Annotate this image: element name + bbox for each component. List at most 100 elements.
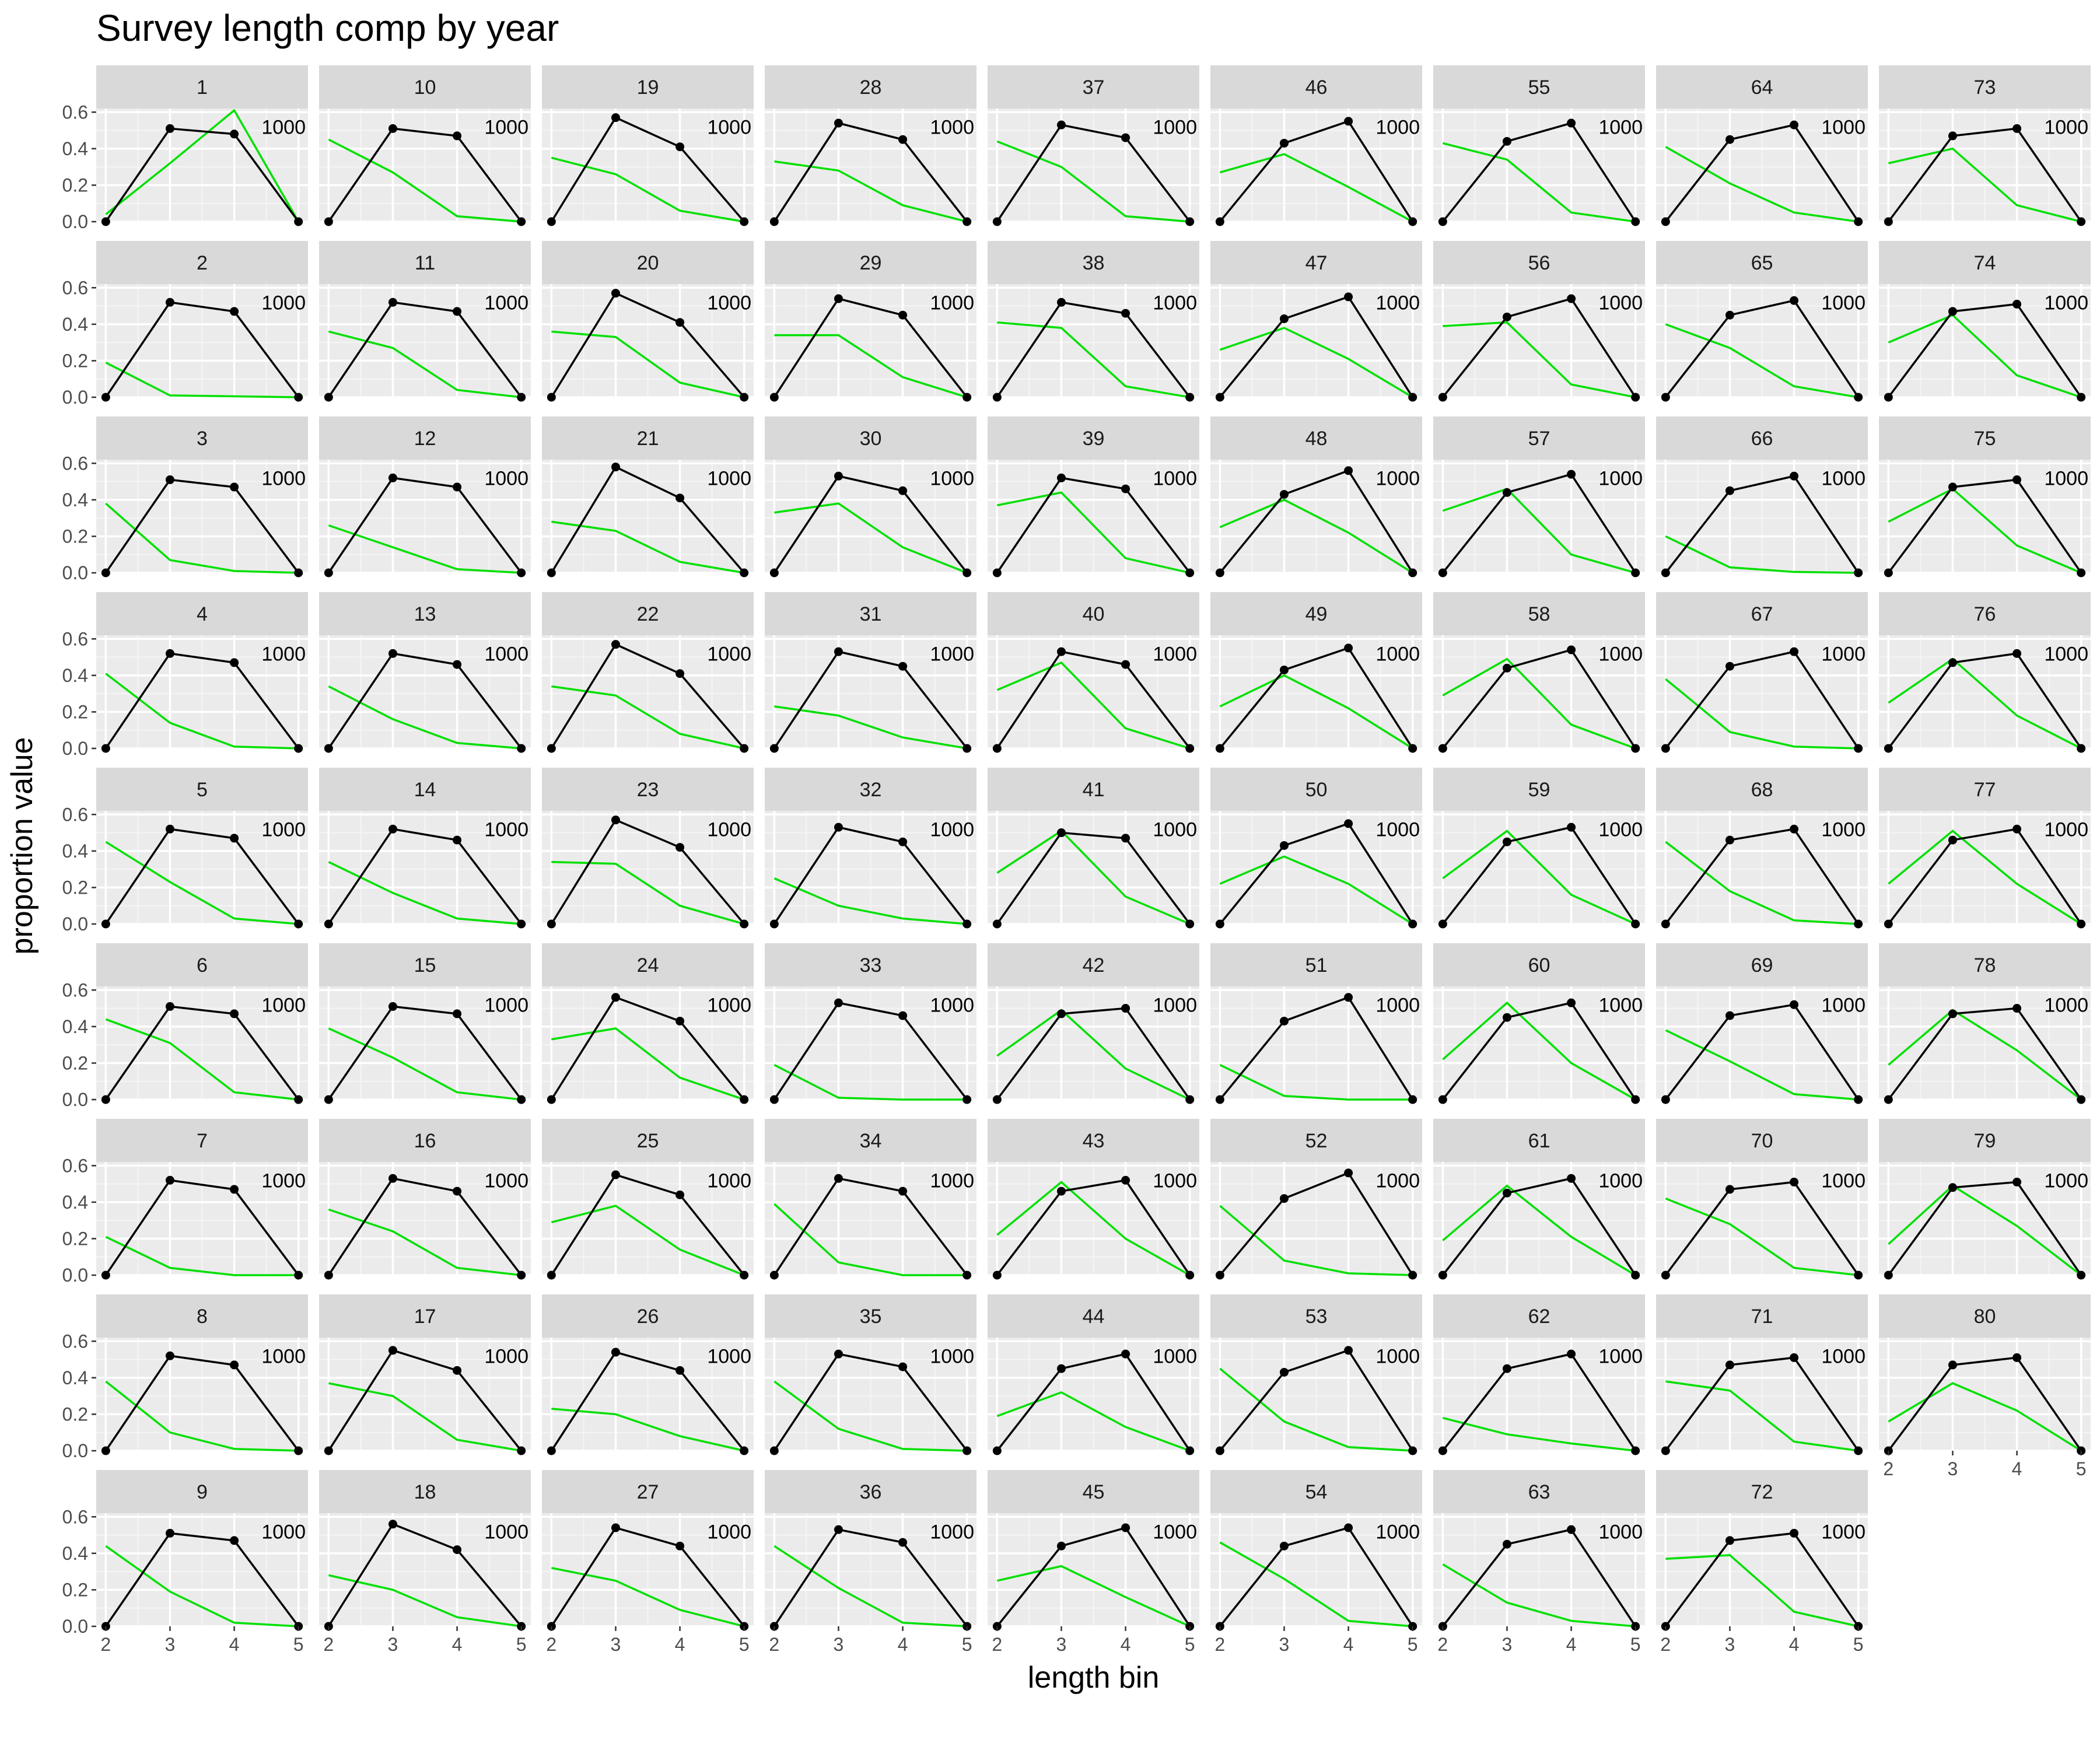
observed-point [294, 744, 303, 753]
x-tick-label: 2 [100, 1634, 111, 1655]
facet-strip-label: 13 [414, 603, 436, 625]
observed-point [1056, 647, 1066, 656]
observed-point [517, 393, 526, 402]
sample-size-label: 1000 [1821, 116, 1866, 138]
observed-point [1215, 568, 1224, 578]
facet-panel: 48 1000 [1210, 416, 1422, 578]
facet-panel: 69 1000 [1656, 943, 1868, 1104]
observed-line [773, 298, 968, 398]
facet-panel: 58 1000 [1433, 592, 1645, 753]
facet-strip-label: 1 [197, 76, 208, 99]
x-tick-label: 5 [293, 1634, 304, 1655]
observed-point [898, 1538, 908, 1547]
expected-line [105, 673, 299, 750]
observed-point [676, 494, 685, 503]
expected-line [328, 1382, 522, 1452]
expected-line [996, 1181, 1191, 1276]
observed-point [294, 568, 303, 578]
expected-line [997, 321, 1190, 398]
facet-panel: 70 1000 [1656, 1119, 1868, 1280]
observed-point [1185, 1446, 1195, 1455]
observed-point [1344, 466, 1353, 475]
facet-panel: 71 1000 [1656, 1294, 1868, 1455]
observed-point [676, 669, 685, 678]
facet-strip-label: 7 [197, 1130, 208, 1152]
sample-size-label: 1000 [2044, 643, 2088, 665]
facet-strip-label: 18 [414, 1481, 436, 1503]
observed-point [324, 393, 333, 402]
y-tick-label: 0.2 [62, 1579, 88, 1600]
facet-strip-label: 3 [197, 428, 208, 450]
observed-point [1661, 568, 1670, 578]
observed-point [1884, 217, 1893, 226]
facet-strip-label: 78 [1974, 954, 1996, 977]
sample-size-label: 1000 [484, 467, 528, 489]
facet-panel: 49 1000 [1210, 592, 1422, 753]
observed-point [1567, 998, 1576, 1007]
x-tick-label: 3 [611, 1634, 621, 1655]
facet-strip-label: 32 [860, 779, 882, 801]
x-tick-label: 5 [1408, 1634, 1418, 1655]
observed-point [1854, 1446, 1863, 1455]
observed-point [230, 1009, 239, 1019]
observed-line [104, 828, 300, 925]
observed-point [992, 217, 1002, 226]
observed-point [1408, 1270, 1418, 1280]
facet-strip [542, 416, 754, 460]
observed-point [294, 217, 303, 226]
facet-panel: 21 1000 [542, 416, 754, 578]
expected-line [1888, 1184, 2082, 1276]
sample-size-label: 1000 [1821, 818, 1866, 841]
y-tick-label: 0.4 [62, 314, 88, 335]
sample-size-label: 1000 [1598, 994, 1643, 1016]
observed-point [517, 1446, 526, 1455]
facet-strip-label: 80 [1974, 1306, 1996, 1328]
sample-size-label: 1000 [1153, 116, 1197, 138]
observed-point [1121, 133, 1130, 142]
sample-size-label: 1000 [2044, 116, 2088, 138]
facet-strip-label: 9 [197, 1481, 208, 1503]
facet-strip-label: 33 [860, 954, 882, 977]
observed-point [740, 919, 749, 929]
observed-point [453, 835, 462, 845]
observed-point [324, 217, 333, 226]
observed-point [834, 822, 843, 832]
sample-size-label: 1000 [2044, 292, 2088, 314]
expected-line [1888, 314, 2082, 398]
observed-point [1056, 1541, 1066, 1550]
expected-line [996, 140, 1190, 223]
observed-point [547, 568, 556, 578]
facet-panel: 6 1000 0.0 0.2 0.4 0.6 [62, 943, 308, 1110]
facet-strip-label: 26 [637, 1306, 659, 1328]
expected-line [328, 1027, 522, 1101]
observed-point [1661, 1270, 1670, 1280]
expected-line [328, 1208, 522, 1276]
x-tick-label: 3 [1279, 1634, 1290, 1655]
expected-line [1665, 323, 1859, 398]
observed-point [1438, 744, 1447, 753]
observed-point [165, 649, 174, 658]
facet-panel: 40 1000 [988, 592, 1199, 753]
facet-panel: 50 1000 [1210, 768, 1422, 929]
observed-point [992, 393, 1002, 402]
facet-strip [765, 768, 977, 811]
observed-point [1725, 1011, 1734, 1020]
facet-panel: 51 1000 [1210, 943, 1422, 1104]
observed-point [1215, 1270, 1224, 1280]
y-tick-label: 0.6 [62, 979, 88, 1000]
facet-strip [96, 65, 308, 108]
facet-strip [988, 1470, 1199, 1513]
observed-point [453, 1545, 462, 1555]
observed-point [740, 568, 749, 578]
facet-strip-label: 61 [1528, 1130, 1550, 1152]
sample-size-label: 1000 [1598, 643, 1643, 665]
y-tick-label: 0.2 [62, 1404, 88, 1424]
observed-point [1121, 834, 1130, 843]
facet-strip-label: 43 [1083, 1130, 1105, 1152]
observed-point [740, 217, 749, 226]
facet-strip [96, 592, 308, 635]
observed-point [165, 124, 174, 133]
observed-point [898, 1362, 908, 1371]
y-tick-label: 0.0 [62, 914, 88, 935]
